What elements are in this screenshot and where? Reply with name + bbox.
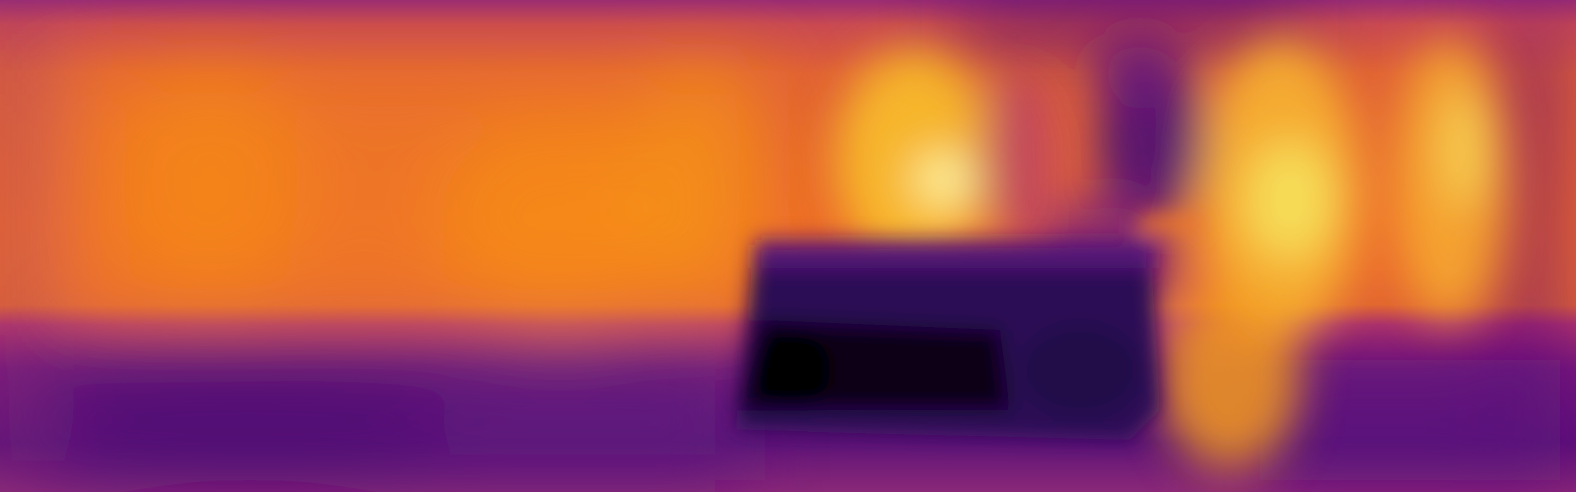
bright-window-center xyxy=(835,50,995,270)
orange-patch-center xyxy=(630,60,770,300)
dark-floor-blob xyxy=(50,360,450,480)
orange-patch-left xyxy=(120,60,300,300)
bright-right-core xyxy=(1245,140,1335,260)
left-edge xyxy=(0,0,40,492)
desk-dark-blob-left xyxy=(750,330,830,410)
orange-patch-mid xyxy=(440,120,680,320)
lower-right-orange xyxy=(1160,290,1300,470)
magenta-shoulder xyxy=(980,70,1060,250)
bright-far-right-core xyxy=(1443,90,1487,210)
dark-desk-right xyxy=(1020,325,1140,415)
desk-bright-edge xyxy=(1140,215,1200,233)
desk-top-edge xyxy=(755,240,1155,268)
bright-hotspot xyxy=(913,154,977,206)
purple-silhouette-top xyxy=(1090,30,1190,110)
right-edge xyxy=(1505,20,1555,470)
